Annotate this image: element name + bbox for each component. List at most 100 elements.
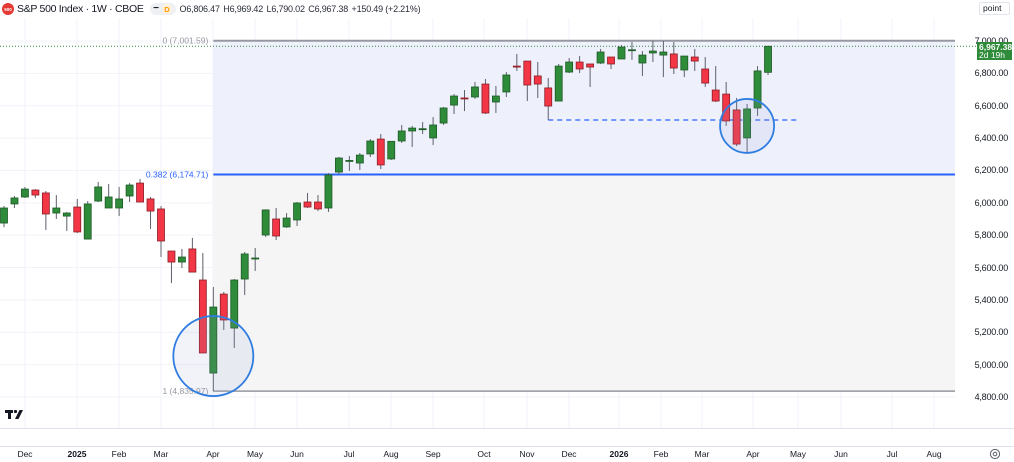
candle-body: [638, 54, 647, 64]
candle-body: [669, 53, 678, 69]
candle-body: [314, 201, 322, 210]
candle: [188, 237, 197, 273]
last-price-value: 6,967.38: [979, 41, 1013, 52]
candle: [533, 62, 542, 98]
candle-body: [596, 51, 605, 64]
candle-body: [659, 51, 668, 56]
candle-body: [680, 55, 689, 71]
candle: [303, 192, 312, 208]
candle-body: [94, 186, 103, 202]
candle-body: [251, 257, 260, 260]
candle: [638, 51, 647, 76]
candle-body: [188, 248, 197, 273]
indicator-status-pill[interactable]: − D: [149, 3, 176, 15]
fib-retracement[interactable]: 0 (7,001.59) 0.382 (6,174.71) 1 (4,835.97): [146, 36, 955, 396]
pane-separator[interactable]: [0, 428, 1014, 429]
time-axis-label: Sep: [425, 449, 441, 459]
candle-body: [586, 63, 594, 68]
candle: [230, 279, 239, 348]
candle: [115, 186, 124, 217]
candle: [83, 201, 92, 240]
fib-zone: [213, 40, 955, 175]
candle-body: [335, 157, 343, 173]
candle: [251, 247, 260, 271]
candle-body: [21, 188, 29, 198]
candle: [596, 48, 605, 64]
circle-annotation[interactable]: [719, 98, 775, 154]
time-axis-label: Feb: [653, 449, 669, 459]
candle: [62, 212, 71, 231]
close-value: 6,967.38: [314, 4, 349, 14]
time-axis-label: Mar: [153, 449, 169, 459]
circle-annotation[interactable]: [172, 315, 255, 397]
symbol-title[interactable]: S&P 500 Index · 1W · CBOE: [17, 3, 144, 15]
candle: [554, 63, 563, 102]
candle: [293, 202, 301, 226]
price-axis-label: 6,600.00: [974, 100, 1009, 111]
candle-body: [753, 70, 762, 109]
candle: [544, 78, 553, 120]
price-axis-label: 6,400.00: [974, 133, 1009, 144]
time-axis-label: Dec: [17, 449, 33, 459]
candle-body: [10, 197, 19, 205]
candle: [607, 56, 615, 69]
candle-body: [408, 127, 417, 132]
low-value: 6,790.02: [271, 4, 305, 14]
candle: [282, 213, 291, 228]
candle-body: [355, 154, 364, 164]
candle: [397, 124, 406, 143]
candle-body: [31, 189, 40, 196]
candle-body: [167, 250, 176, 263]
candle-body: [575, 61, 584, 70]
time-axis-label: Jul: [886, 449, 898, 459]
price-axis-label: 7,000.00: [974, 36, 1009, 46]
gear-icon[interactable]: [989, 448, 1001, 460]
time-axis-border: [0, 446, 1014, 447]
ohlc-values: O6,806.47 H6,969.42 L6,790.02 C6,967.38 …: [180, 4, 424, 14]
fib-zone: [213, 174, 955, 392]
candle: [743, 103, 751, 153]
candle: [669, 41, 678, 75]
candle: [722, 81, 731, 126]
candle: [628, 41, 636, 60]
candle: [565, 57, 574, 74]
candle-body: [387, 140, 396, 160]
sp500-logo-icon: 500: [2, 3, 14, 15]
candle-body: [240, 253, 249, 280]
time-axis-label: Aug: [926, 449, 942, 459]
candle: [146, 196, 155, 230]
candle-body: [282, 217, 291, 228]
price-axis-label: 6,800.00: [974, 68, 1009, 79]
candle: [523, 60, 532, 102]
candle: [732, 97, 741, 147]
data-delay-badge[interactable]: D: [161, 4, 172, 14]
candles: [0, 40, 772, 392]
price-scale-mode-button[interactable]: point: [979, 2, 1010, 15]
candle: [387, 140, 396, 160]
candle: [104, 184, 113, 209]
candle: [450, 94, 458, 114]
price-axis-label: 6,200.00: [974, 165, 1009, 176]
candle: [219, 291, 228, 331]
time-axis-label: Jul: [343, 449, 355, 459]
candle-body: [83, 203, 92, 240]
candle-body: [492, 95, 500, 103]
candle-body: [732, 109, 741, 145]
candle-body: [607, 56, 615, 65]
high-value: 6,969.42: [229, 4, 264, 14]
candle-body: [764, 45, 772, 73]
candle: [366, 139, 375, 158]
candle-body: [533, 75, 542, 85]
candle-body: [219, 293, 228, 321]
candle-body: [418, 128, 427, 131]
candle: [335, 157, 343, 175]
time-axis-label: Jun: [290, 449, 304, 459]
candle-body: [544, 87, 553, 107]
candle: [73, 198, 82, 234]
candle-body: [230, 279, 239, 329]
change-value: +150.49 (+2.21%): [351, 4, 421, 14]
tradingview-logo-icon[interactable]: [4, 408, 24, 420]
time-axis-label: Feb: [111, 449, 127, 459]
